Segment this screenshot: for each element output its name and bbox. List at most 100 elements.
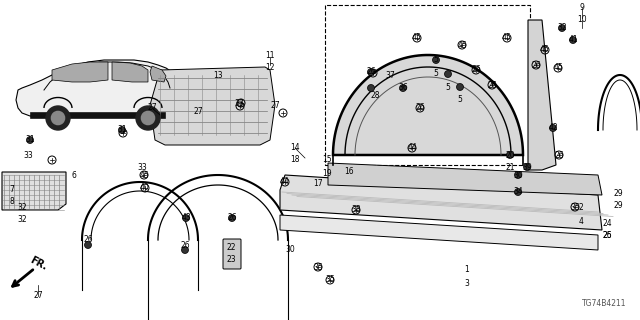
Text: 40: 40 xyxy=(139,183,149,193)
Text: 26: 26 xyxy=(227,213,237,222)
Circle shape xyxy=(456,84,463,91)
Circle shape xyxy=(367,84,374,92)
Text: 17: 17 xyxy=(313,179,323,188)
Circle shape xyxy=(367,68,374,76)
Text: 16: 16 xyxy=(344,167,354,177)
Circle shape xyxy=(26,137,33,143)
Text: 14: 14 xyxy=(290,143,300,153)
Circle shape xyxy=(515,172,522,179)
Text: 30: 30 xyxy=(285,245,295,254)
Text: 10: 10 xyxy=(577,15,587,25)
Text: 27: 27 xyxy=(147,103,157,113)
Text: 31: 31 xyxy=(117,125,127,134)
Circle shape xyxy=(182,214,189,221)
Text: 43: 43 xyxy=(181,213,191,222)
Circle shape xyxy=(524,164,531,171)
Text: 42: 42 xyxy=(548,124,558,132)
Text: 8: 8 xyxy=(10,197,14,206)
Text: 33: 33 xyxy=(23,151,33,161)
Text: 26: 26 xyxy=(531,60,541,69)
Text: 5: 5 xyxy=(433,55,438,65)
Text: 13: 13 xyxy=(213,70,223,79)
Polygon shape xyxy=(280,215,598,250)
Circle shape xyxy=(515,188,522,196)
Text: 32: 32 xyxy=(17,204,27,212)
Text: 18: 18 xyxy=(291,156,300,164)
Text: 26: 26 xyxy=(602,231,612,241)
Text: 1: 1 xyxy=(465,266,469,275)
Circle shape xyxy=(433,57,440,63)
Text: 27: 27 xyxy=(193,108,203,116)
Text: 5: 5 xyxy=(458,95,463,105)
Text: 45: 45 xyxy=(553,63,563,73)
Text: 38: 38 xyxy=(351,205,361,214)
Text: 9: 9 xyxy=(580,4,584,12)
Text: 26: 26 xyxy=(554,150,564,159)
Polygon shape xyxy=(52,62,108,82)
Text: 23: 23 xyxy=(226,255,236,265)
Text: 2: 2 xyxy=(579,204,584,212)
Text: 45: 45 xyxy=(412,34,422,43)
Text: 26: 26 xyxy=(487,81,497,90)
Text: 12: 12 xyxy=(265,62,275,71)
Text: 33: 33 xyxy=(137,164,147,172)
Polygon shape xyxy=(112,62,148,82)
Polygon shape xyxy=(150,66,166,82)
Circle shape xyxy=(445,70,451,77)
Text: 5: 5 xyxy=(433,69,438,78)
Text: 31: 31 xyxy=(25,135,35,145)
Text: 30: 30 xyxy=(513,171,523,180)
Text: 27: 27 xyxy=(33,292,43,300)
Text: 4: 4 xyxy=(579,217,584,226)
Text: 15: 15 xyxy=(322,156,332,164)
Text: 41: 41 xyxy=(568,36,578,44)
Text: 5: 5 xyxy=(445,83,451,92)
Circle shape xyxy=(399,84,406,92)
Text: 22: 22 xyxy=(227,244,236,252)
Polygon shape xyxy=(328,163,602,195)
Circle shape xyxy=(46,106,70,130)
Text: 24: 24 xyxy=(602,220,612,228)
Polygon shape xyxy=(16,60,182,116)
Text: 45: 45 xyxy=(502,34,512,43)
Text: 27: 27 xyxy=(270,100,280,109)
Circle shape xyxy=(118,126,125,133)
Text: 19: 19 xyxy=(322,170,332,179)
Circle shape xyxy=(136,106,160,130)
Text: 35: 35 xyxy=(570,203,580,212)
Polygon shape xyxy=(333,55,523,155)
Circle shape xyxy=(141,111,155,124)
Circle shape xyxy=(228,214,236,221)
Text: 29: 29 xyxy=(613,201,623,210)
Circle shape xyxy=(559,25,566,31)
Text: 36: 36 xyxy=(398,84,408,92)
Text: 35: 35 xyxy=(325,276,335,284)
Text: 32: 32 xyxy=(17,215,27,225)
Text: 45: 45 xyxy=(139,171,149,180)
Circle shape xyxy=(550,124,557,132)
Text: 39: 39 xyxy=(522,163,532,172)
FancyBboxPatch shape xyxy=(223,239,241,269)
Circle shape xyxy=(506,151,513,158)
Text: 45: 45 xyxy=(540,45,550,54)
Polygon shape xyxy=(280,175,602,230)
Text: 7: 7 xyxy=(10,186,15,195)
Text: 21: 21 xyxy=(505,163,515,172)
Polygon shape xyxy=(30,112,165,118)
Text: 33: 33 xyxy=(234,99,244,108)
Text: 6: 6 xyxy=(72,172,76,180)
Text: 26: 26 xyxy=(415,103,425,113)
Text: 3: 3 xyxy=(465,279,469,289)
Polygon shape xyxy=(2,172,66,210)
Text: 35: 35 xyxy=(313,262,323,271)
Text: 20: 20 xyxy=(505,150,515,159)
Polygon shape xyxy=(528,20,556,170)
Text: 26: 26 xyxy=(366,68,376,76)
Text: 34: 34 xyxy=(513,188,523,196)
Polygon shape xyxy=(150,67,275,145)
Text: 37: 37 xyxy=(385,70,395,79)
Text: 25: 25 xyxy=(602,231,612,241)
Text: 26: 26 xyxy=(180,241,190,250)
Text: 11: 11 xyxy=(265,51,275,60)
Text: 32: 32 xyxy=(557,23,567,33)
